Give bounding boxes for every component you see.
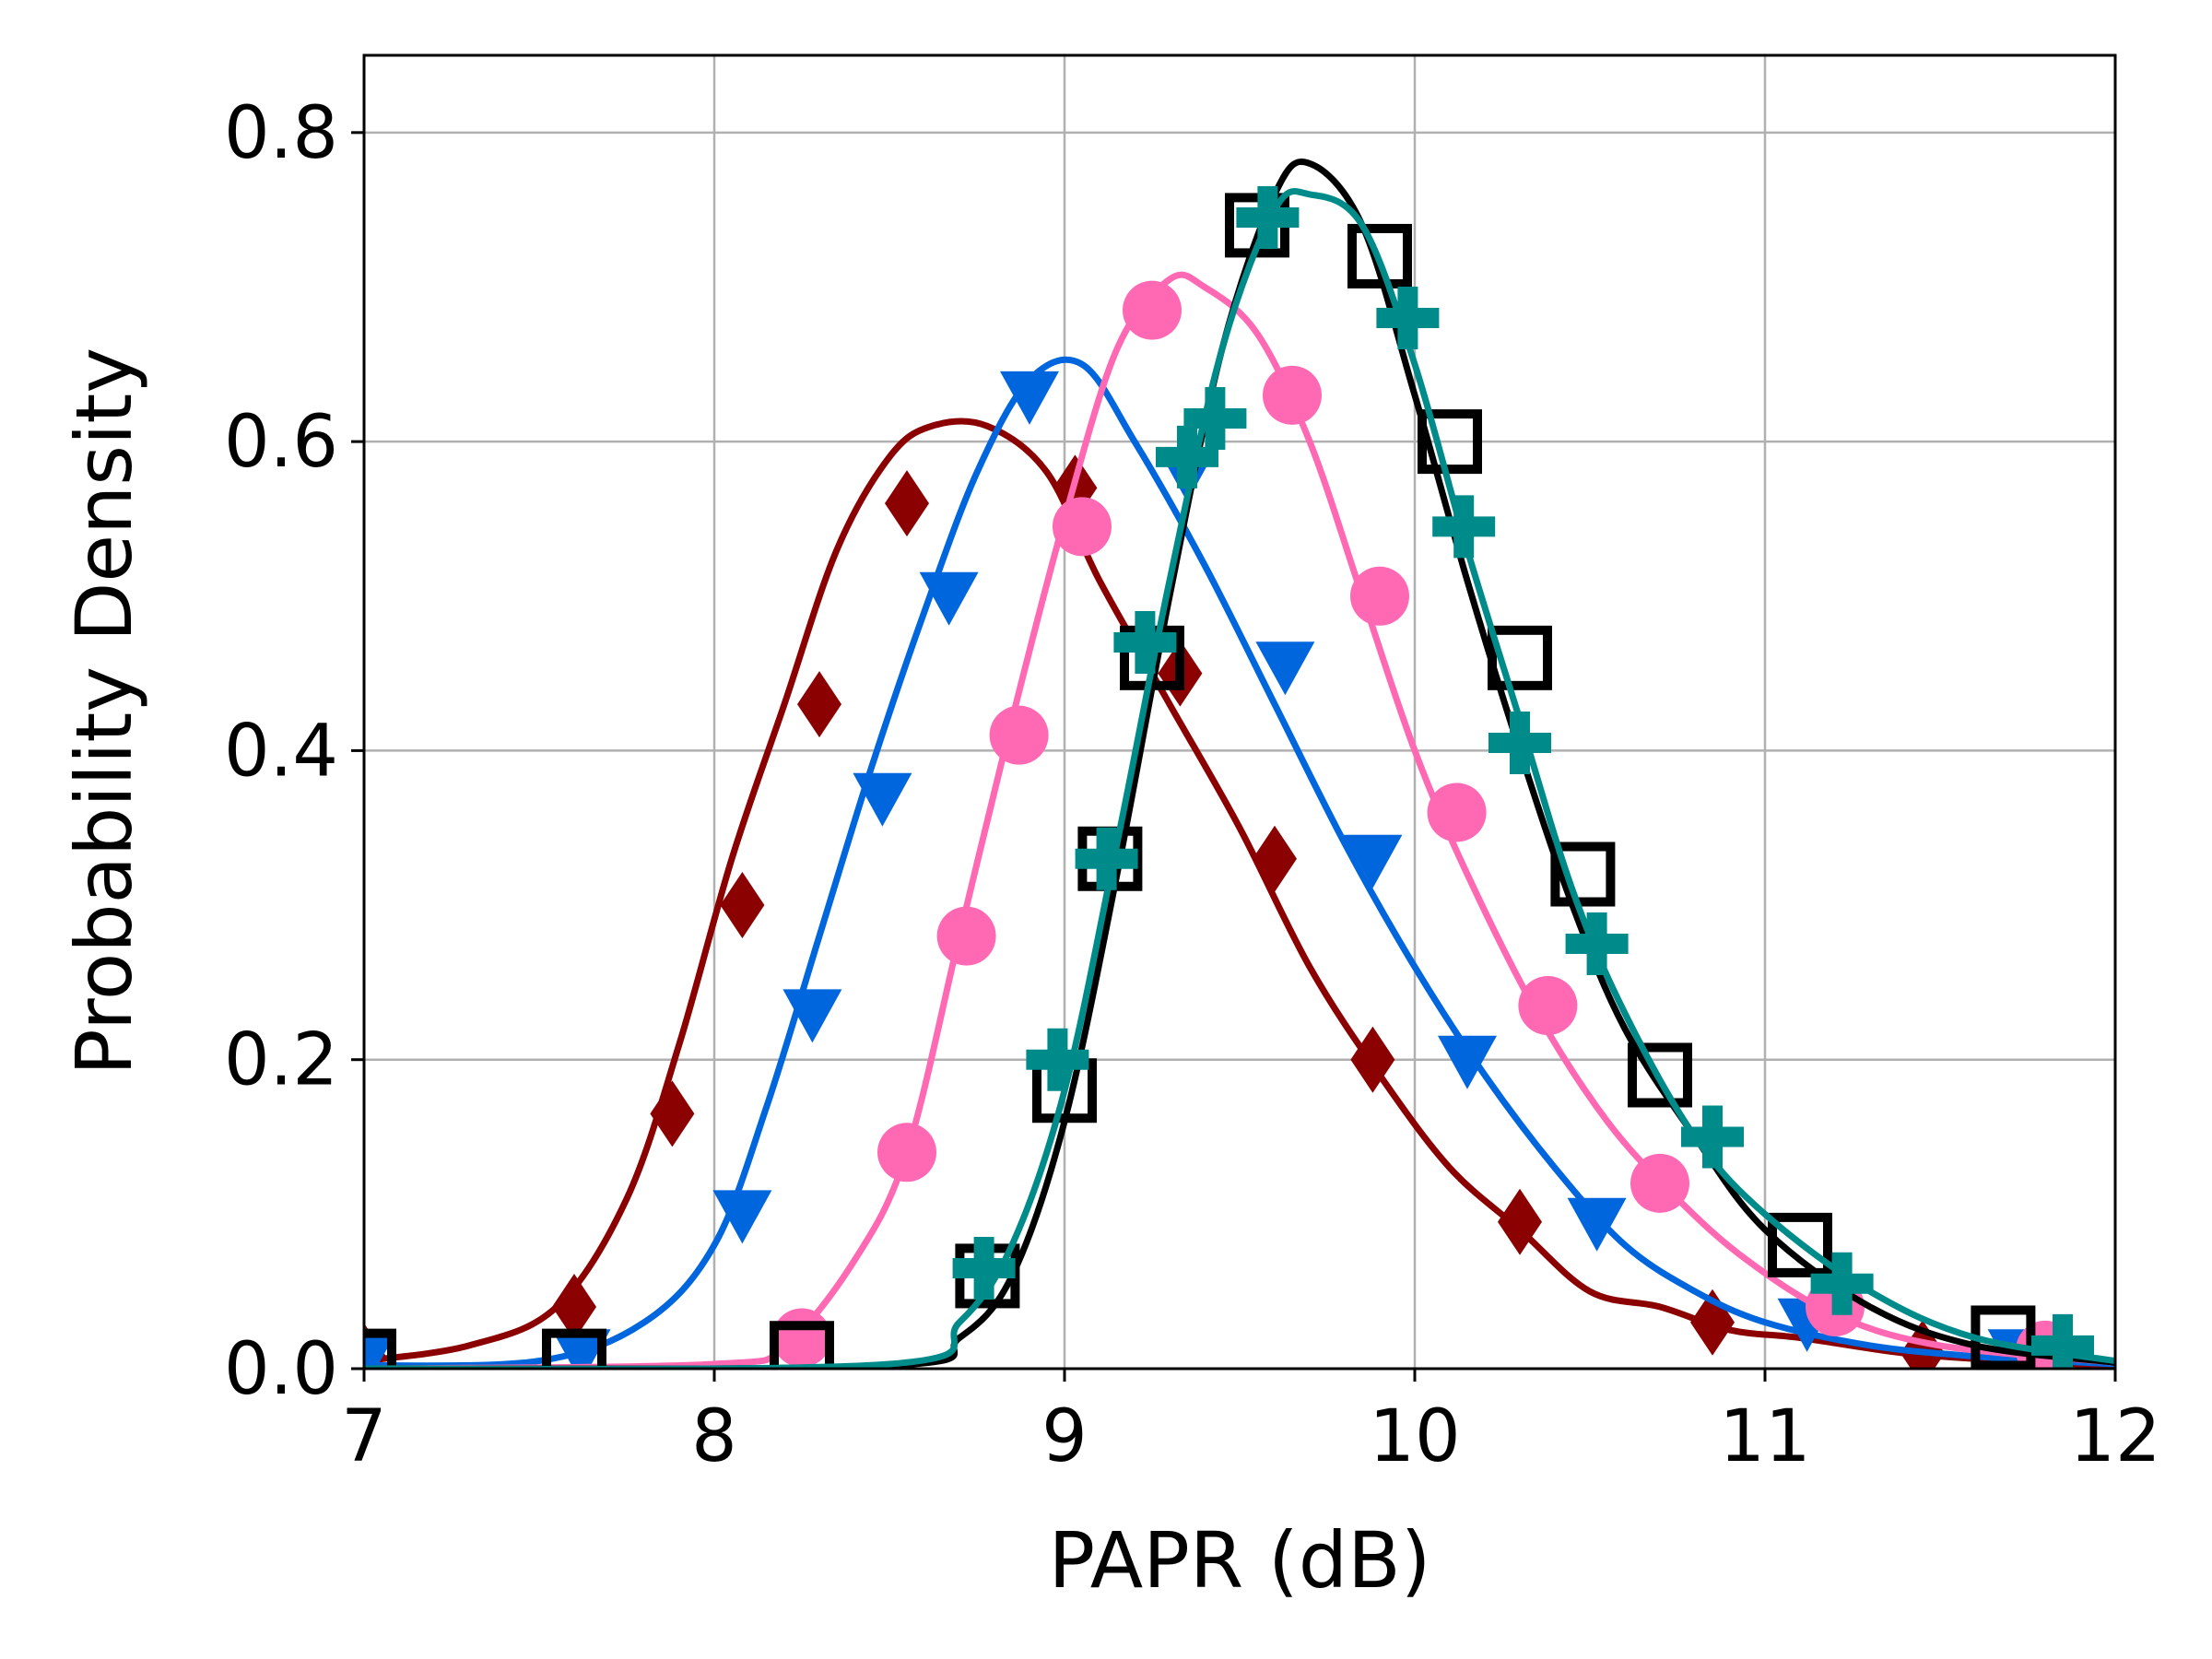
data-point xyxy=(853,772,912,827)
data-point xyxy=(1026,1028,1089,1091)
x-axis-label: PAPR (dB) xyxy=(1049,1515,1431,1606)
data-point xyxy=(797,671,841,738)
data-point xyxy=(1263,365,1322,425)
data-point xyxy=(1518,976,1578,1036)
data-point xyxy=(1123,280,1182,340)
data-point xyxy=(1681,1105,1744,1169)
y-axis-label: Probability Density xyxy=(59,347,149,1076)
series-markers xyxy=(364,193,2036,1369)
data-point xyxy=(1488,712,1551,775)
series-1 xyxy=(364,418,2115,1369)
y-tick-label: 0.4 xyxy=(224,710,338,793)
data-point xyxy=(1567,1197,1627,1252)
x-tick-label: 12 xyxy=(2069,1395,2160,1478)
data-point xyxy=(1768,1212,1832,1277)
data-point xyxy=(1113,611,1177,675)
data-point xyxy=(551,1329,611,1369)
x-tick-label: 7 xyxy=(341,1395,387,1478)
data-point xyxy=(364,1328,396,1369)
data-point xyxy=(650,1080,695,1147)
data-point xyxy=(1075,827,1138,890)
x-tick-label: 10 xyxy=(1369,1395,1460,1478)
series-2 xyxy=(364,356,2115,1369)
data-point xyxy=(1376,287,1440,349)
data-point xyxy=(1418,409,1482,475)
data-point xyxy=(1350,566,1409,626)
data-point xyxy=(552,1273,596,1340)
x-tick-label: 11 xyxy=(1719,1395,1810,1478)
data-point xyxy=(1000,371,1059,425)
data-point xyxy=(1053,497,1112,557)
series-markers xyxy=(952,186,2094,1369)
series-line xyxy=(364,356,2115,1369)
data-point xyxy=(1438,1035,1497,1089)
y-tick-label: 0.8 xyxy=(224,92,338,175)
data-point xyxy=(885,470,929,537)
series-markers xyxy=(364,454,1945,1369)
data-point xyxy=(720,872,765,939)
data-point xyxy=(1488,625,1552,690)
plot-series xyxy=(364,159,2115,1369)
data-point xyxy=(1255,641,1315,696)
data-point xyxy=(936,906,996,966)
series-5 xyxy=(364,186,2115,1369)
data-point xyxy=(877,1123,936,1182)
data-point xyxy=(542,1328,606,1369)
x-tick-label: 9 xyxy=(1041,1395,1088,1478)
data-point xyxy=(1347,223,1412,288)
data-point xyxy=(1498,1188,1542,1255)
data-point xyxy=(712,1190,772,1244)
data-point xyxy=(1183,386,1247,450)
data-point xyxy=(772,1308,831,1368)
data-point xyxy=(1628,1042,1692,1108)
y-tick-label: 0.2 xyxy=(224,1019,338,1102)
data-point xyxy=(1156,425,1218,488)
data-point xyxy=(1810,1252,1874,1315)
data-point xyxy=(919,571,979,626)
data-point xyxy=(1253,825,1297,892)
data-point xyxy=(1550,841,1616,907)
data-point xyxy=(1350,1026,1395,1093)
data-point xyxy=(1630,1153,1689,1213)
data-point xyxy=(364,1336,394,1369)
data-point xyxy=(770,1321,834,1369)
data-point xyxy=(2031,1313,2094,1369)
y-tick-label: 0.0 xyxy=(224,1328,338,1411)
x-tick-label: 8 xyxy=(691,1395,737,1478)
data-point xyxy=(952,1237,1016,1300)
data-point xyxy=(1343,834,1403,888)
axes: 7 8 9 10 11 12 0.0 0.2 0.4 0.6 0.8 xyxy=(224,92,2161,1478)
data-point xyxy=(1565,912,1629,975)
data-point xyxy=(1432,495,1496,559)
series-line xyxy=(364,159,2115,1369)
data-point xyxy=(989,705,1049,765)
y-tick-label: 0.6 xyxy=(224,401,338,484)
data-point xyxy=(1427,782,1487,842)
data-point xyxy=(782,989,842,1043)
series-line xyxy=(364,418,2115,1369)
plot-frame xyxy=(362,53,2117,1371)
data-point xyxy=(1236,186,1300,250)
